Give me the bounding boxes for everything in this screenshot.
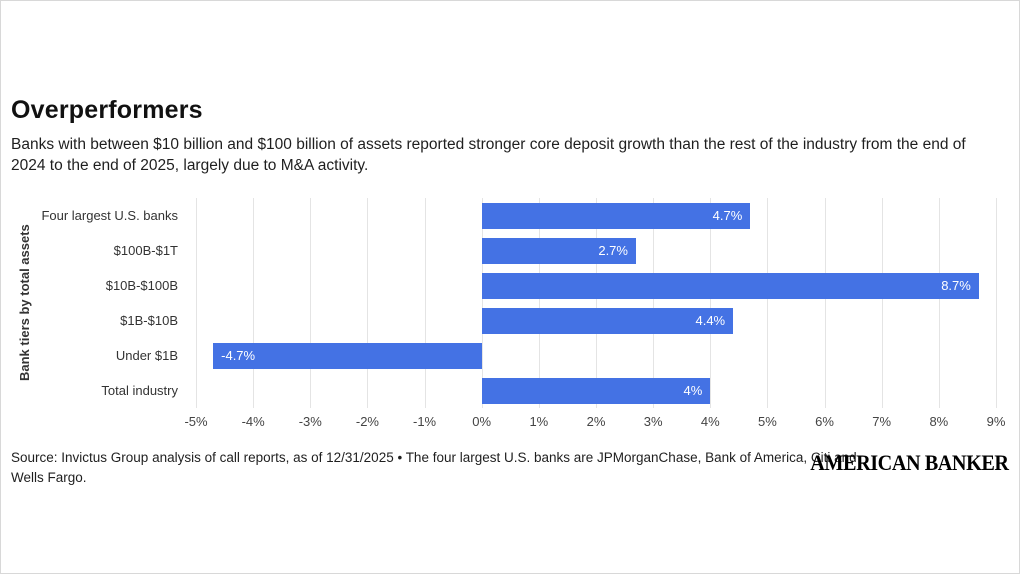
gridline bbox=[424, 198, 426, 408]
x-axis: -5% -4% -3% -2% -1% 0% 1% 2% 3% 4% 5% 6% 7% 8% 9% bbox=[184, 414, 1005, 432]
gridline bbox=[710, 198, 712, 408]
category-label: $10B-$100B bbox=[105, 278, 178, 293]
bar: 4.7% bbox=[481, 202, 751, 229]
x-tick-label: 0% bbox=[472, 414, 492, 429]
x-tick-label: 1% bbox=[529, 414, 549, 429]
category-label: $1B-$10B bbox=[120, 313, 178, 328]
gridline bbox=[653, 198, 655, 408]
x-tick-label: 2% bbox=[586, 414, 606, 429]
x-tick-label: -5% bbox=[184, 414, 208, 429]
x-tick-label: 9% bbox=[986, 414, 1006, 429]
x-tick-label: 3% bbox=[643, 414, 663, 429]
x-tick-label: -2% bbox=[355, 414, 379, 429]
bar-value-label: 8.7% bbox=[941, 278, 971, 293]
gridline bbox=[538, 198, 540, 408]
x-tick-label: 4% bbox=[700, 414, 720, 429]
x-tick-label: -3% bbox=[298, 414, 322, 429]
american-banker-logo: AMERICAN BANKER bbox=[810, 450, 1010, 475]
gridline bbox=[196, 198, 197, 408]
plot-area: 4.7% 2.7% 8.7% 4.4% -4.7% 4% bbox=[196, 198, 997, 408]
chart-subtitle: Banks with between $10 billion and $100 … bbox=[11, 136, 966, 174]
bar: 4.4% bbox=[481, 307, 734, 334]
chart-title: Overperformers bbox=[11, 96, 203, 124]
category-axis: Four largest U.S. banks $100B-$1T $10B-$10… bbox=[1, 198, 189, 408]
x-tick-label: 7% bbox=[872, 414, 892, 429]
gridline bbox=[938, 198, 940, 408]
gridline bbox=[881, 198, 883, 408]
gridline bbox=[824, 198, 826, 408]
x-tick-label: 8% bbox=[929, 414, 949, 429]
gridline bbox=[996, 198, 997, 408]
bar-value-label: 4% bbox=[683, 383, 703, 398]
x-tick-label: 5% bbox=[758, 414, 777, 429]
gridline bbox=[481, 198, 483, 408]
bar-value-label: 4.7% bbox=[712, 208, 743, 223]
bar: -4.7% bbox=[213, 342, 482, 369]
category-label: Four largest U.S. banks bbox=[41, 208, 178, 223]
category-label: $100B-$1T bbox=[113, 243, 178, 258]
gridline bbox=[596, 198, 597, 408]
x-tick-label: 6% bbox=[815, 414, 834, 429]
source-note: Source: Invictus Group analysis of call … bbox=[11, 450, 857, 486]
bar-value-label: 4.4% bbox=[695, 313, 726, 328]
bar-value-label: 2.7% bbox=[598, 243, 628, 258]
gridline bbox=[310, 198, 312, 408]
gridline bbox=[767, 198, 769, 408]
bar: 2.7% bbox=[481, 237, 636, 264]
bar: 8.7% bbox=[481, 272, 979, 299]
x-tick-label: -1% bbox=[413, 414, 437, 429]
category-label: Under $1B bbox=[115, 348, 178, 363]
category-label: Total industry bbox=[101, 383, 178, 398]
x-tick-label: -4% bbox=[241, 414, 265, 429]
gridline bbox=[367, 198, 369, 408]
bar-value-label: -4.7% bbox=[221, 348, 256, 363]
bar: 4% bbox=[481, 377, 711, 404]
gridline bbox=[253, 198, 255, 408]
